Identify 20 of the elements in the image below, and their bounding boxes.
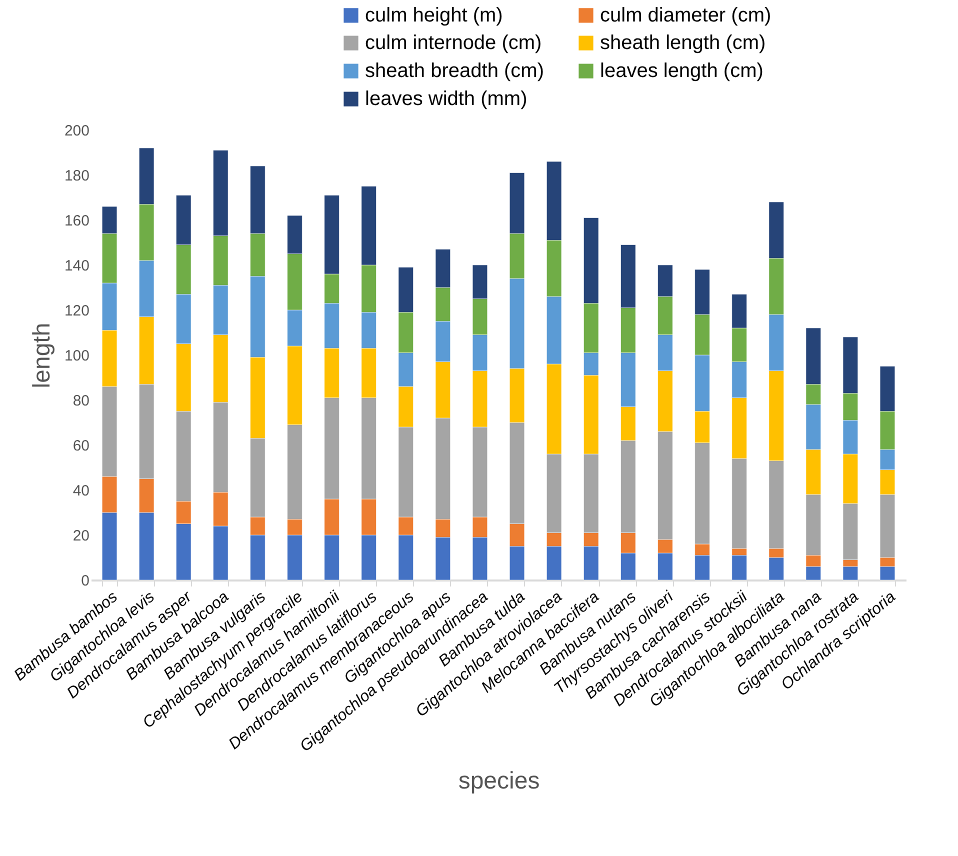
legend-label: culm internode (cm) (365, 32, 542, 54)
legend-label: sheath breadth (cm) (365, 60, 544, 82)
legend-label: culm diameter (cm) (600, 4, 772, 26)
y-tick-label: 0 (81, 572, 90, 590)
y-tick-label: 20 (72, 528, 90, 544)
legend-label: leaves width (mm) (365, 88, 528, 110)
y-tick-label: 60 (72, 438, 90, 454)
y-tick-label: 180 (64, 168, 90, 184)
y-tick-label: 100 (64, 348, 90, 364)
legend-label: culm height (m) (365, 4, 503, 26)
y-tick-label: 140 (64, 258, 90, 274)
x-axis-title: species (458, 768, 540, 795)
y-tick-label: 120 (64, 302, 90, 320)
legend-label: leaves length (cm) (600, 60, 764, 82)
legend-label: sheath length (cm) (600, 32, 766, 54)
y-tick-label: 40 (72, 482, 90, 500)
y-axis-title: length (28, 322, 56, 388)
y-tick-label: 200 (64, 122, 90, 140)
y-tick-label: 160 (64, 212, 90, 230)
y-tick-label: 80 (72, 392, 90, 410)
